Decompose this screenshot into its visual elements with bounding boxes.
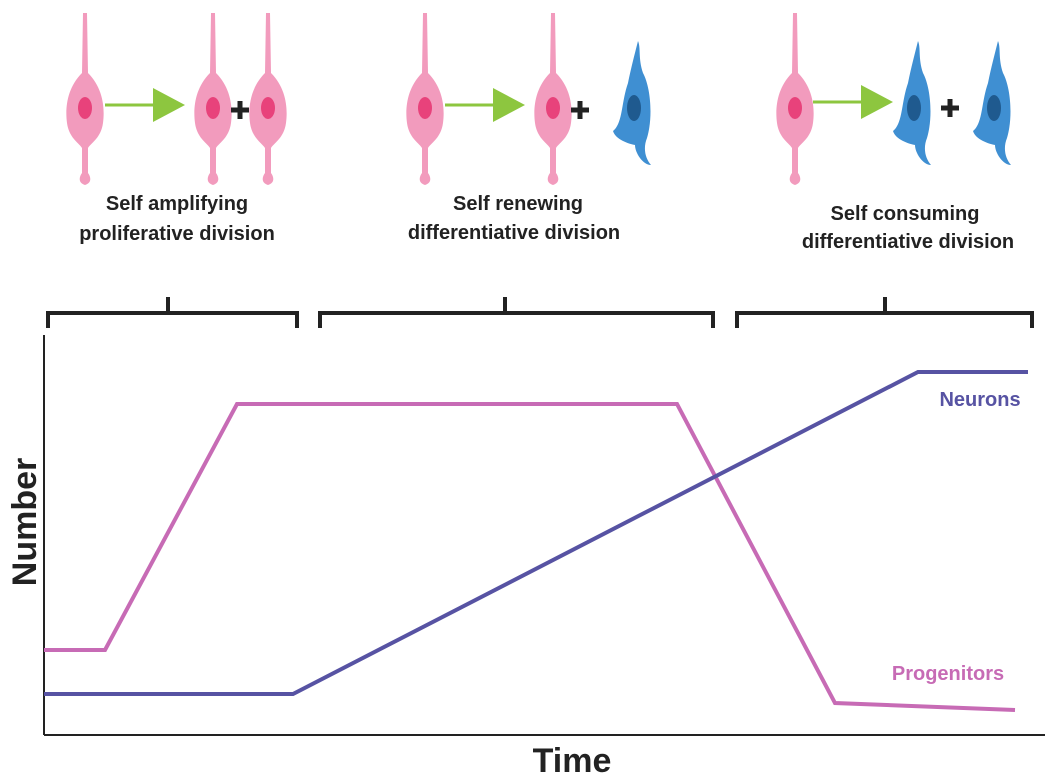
arrow [813, 85, 893, 119]
bracket [320, 297, 713, 328]
caption: Self consuming [831, 203, 980, 225]
caption: proliferative division [79, 223, 275, 245]
progenitor-cell [406, 13, 443, 185]
progenitor-cell [534, 13, 571, 185]
bracket [737, 297, 1032, 328]
y-axis-label: Number [6, 458, 44, 586]
neuron-cell [893, 41, 931, 165]
plus [231, 101, 249, 119]
caption: Self amplifying [106, 193, 248, 215]
plus [571, 101, 589, 119]
neuron-cell [973, 41, 1011, 165]
division-icons [66, 13, 1011, 185]
brackets [48, 297, 1032, 328]
curve-label: Progenitors [892, 663, 1004, 685]
caption: differentiative division [408, 222, 620, 244]
x-axis-label: Time [533, 742, 612, 778]
neurons-curve [44, 372, 1028, 694]
progenitor-cell [194, 13, 231, 185]
caption: Self renewing [453, 193, 583, 215]
progenitor-cell [249, 13, 286, 185]
caption: differentiative division [802, 231, 1014, 253]
progenitor-cell [66, 13, 103, 185]
bracket [48, 297, 297, 328]
progenitors-curve [44, 404, 1015, 710]
arrow [105, 88, 185, 122]
plus [941, 99, 959, 117]
arrow [445, 88, 525, 122]
captions: Self amplifying proliferative division S… [79, 193, 1014, 253]
diagram: Self amplifying proliferative division S… [0, 0, 1045, 778]
progenitor-cell [776, 13, 813, 185]
neuron-cell [613, 41, 651, 165]
curve-label: Neurons [939, 389, 1020, 411]
